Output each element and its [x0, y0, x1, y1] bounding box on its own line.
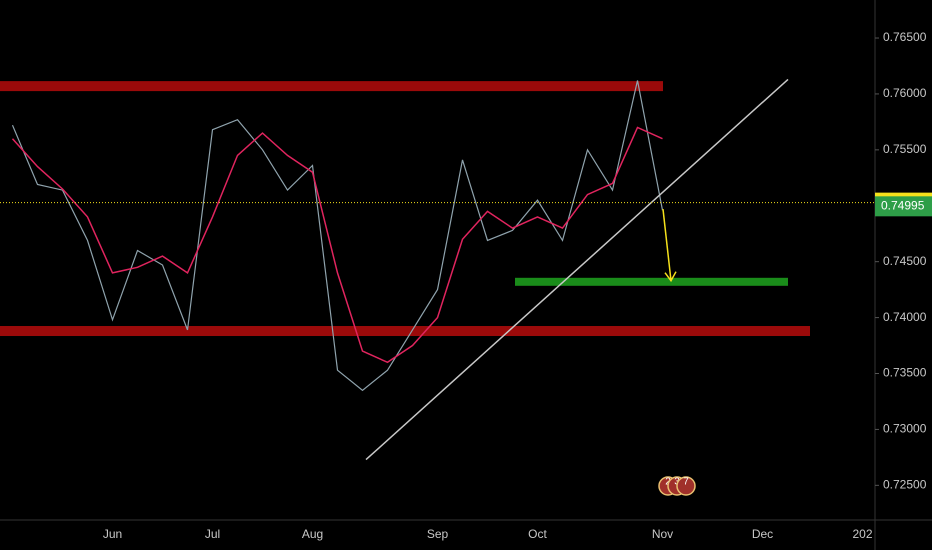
y-tick-label: 0.75500 [883, 142, 927, 156]
event-badge-label: 7 [683, 477, 689, 488]
arrow-head [664, 271, 677, 283]
x-tick-label: Dec [752, 527, 773, 541]
x-tick-label: Jul [205, 527, 220, 541]
event-badge [676, 476, 696, 496]
y-tick-label: 0.73500 [883, 366, 927, 380]
y-tick-label: 0.76500 [883, 30, 927, 44]
trendline [365, 78, 789, 461]
price-line [11, 80, 664, 392]
x-tick-label: Aug [302, 527, 323, 541]
level-zone [515, 277, 788, 286]
y-tick-label: 0.74500 [883, 254, 927, 268]
arrow [662, 209, 672, 281]
y-tick-label: 0.72500 [883, 478, 927, 492]
x-tick-label: Oct [528, 527, 547, 541]
y-tick-label: 0.74000 [883, 310, 927, 324]
y-tick-label: 0.76000 [883, 86, 927, 100]
price-line [11, 126, 663, 364]
x-tick-label: Sep [427, 527, 449, 541]
y-tick-label: 0.73000 [883, 422, 927, 436]
x-tick-label: 202 [852, 527, 872, 541]
price-tag [875, 196, 932, 217]
level-zone [0, 326, 810, 337]
price-tag-label: 0.74995 [881, 198, 925, 212]
x-tick-label: Jun [103, 527, 122, 541]
level-zone [0, 81, 663, 92]
x-tick-label: Nov [652, 527, 673, 541]
